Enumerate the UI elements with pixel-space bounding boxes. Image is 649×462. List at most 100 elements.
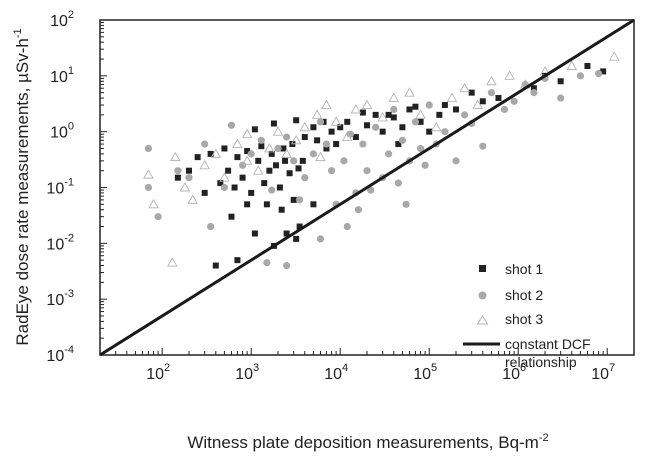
- shot-2-point: [363, 167, 371, 175]
- shot-1-point: [248, 189, 255, 196]
- shot-2-point: [301, 174, 309, 182]
- y-axis-label: RadEye dose rate measurements, µSv-h-1: [12, 28, 32, 345]
- x-tick-label-exponent: 5: [431, 362, 437, 374]
- shot-1-point: [333, 141, 340, 148]
- shot-1-point: [379, 128, 386, 135]
- x-tick-label-base: 10: [591, 366, 609, 383]
- y-tick-label-exponent: 2: [68, 9, 74, 21]
- legend-marker-shot-1: [479, 265, 486, 272]
- shot-1-point: [453, 106, 459, 113]
- shot-1-point: [310, 124, 317, 131]
- shot-1-point: [268, 150, 275, 157]
- shot-1-point: [255, 157, 262, 164]
- shot-1-point: [244, 148, 251, 155]
- shot-2-point: [530, 89, 538, 97]
- shot-2-point: [316, 235, 325, 243]
- shot-3-point: [388, 92, 400, 103]
- shot-2-point: [421, 161, 429, 169]
- shot-2-point: [394, 179, 402, 187]
- shot-2-point: [154, 213, 162, 221]
- shot-3-point: [566, 60, 578, 70]
- shot-2-point: [309, 150, 318, 158]
- shot-1-point: [299, 157, 306, 164]
- shot-2-point: [201, 140, 209, 148]
- shot-1-point: [212, 262, 219, 269]
- shot-2-point: [390, 105, 398, 114]
- shot-3-point: [241, 128, 253, 139]
- shot-1-point: [406, 106, 413, 113]
- shot-2-point: [385, 150, 393, 158]
- y-tick-label: 101: [50, 65, 74, 86]
- x-tick-label-base: 10: [146, 366, 164, 383]
- shot-3-point: [330, 116, 342, 126]
- data-points: [143, 51, 620, 270]
- shot-1-point: [296, 223, 303, 230]
- shot-2-point: [283, 261, 291, 270]
- shot-2-point: [510, 97, 518, 105]
- x-tick-label: 107: [591, 362, 615, 383]
- y-tick-label-base: 10: [50, 13, 68, 30]
- shot-3-point: [315, 151, 326, 162]
- x-tick-label-exponent: 2: [164, 362, 170, 374]
- shot-1-point: [221, 145, 228, 152]
- legend-label-shot-3: shot 3: [505, 311, 543, 327]
- shot-1-point: [194, 154, 201, 161]
- shot-1-point: [244, 201, 251, 208]
- shot-1-point: [295, 165, 302, 172]
- shot-2-point: [402, 200, 410, 208]
- y-axis-label-exponent: -1: [12, 28, 24, 38]
- shot-3-point: [179, 182, 191, 192]
- shot-2-point: [274, 144, 282, 153]
- shot-1-point: [293, 235, 300, 242]
- legend-marker-shot-2: [478, 291, 487, 300]
- y-tick-label: 102: [50, 9, 74, 30]
- shot-1-point: [426, 128, 433, 135]
- shot-1-point: [385, 111, 392, 118]
- shot-2-point: [372, 123, 380, 131]
- shot-3-point: [169, 151, 181, 162]
- x-axis-label-exponent: -2: [539, 432, 549, 444]
- shot-1-point: [234, 154, 241, 161]
- shot-1-point: [395, 141, 402, 148]
- shot-1-point: [234, 257, 241, 264]
- shot-3-point: [377, 111, 388, 122]
- y-tick-label-base: 10: [46, 348, 64, 365]
- x-tick-label: 104: [324, 362, 348, 383]
- shot-2-point: [367, 186, 375, 194]
- shot-2-point: [461, 111, 469, 119]
- shot-3-point: [608, 51, 620, 61]
- shot-3-point: [272, 126, 284, 136]
- shot-2-point: [322, 140, 331, 148]
- shot-2-point: [346, 130, 354, 138]
- y-axis-label-main: RadEye dose rate measurements, µSv-h: [13, 38, 32, 345]
- shot-1-point: [174, 174, 181, 181]
- shot-1-point: [436, 111, 443, 118]
- shot-3-point: [472, 99, 483, 109]
- shot-1-point: [217, 180, 224, 187]
- shot-1-point: [557, 78, 564, 85]
- x-tick-label-base: 10: [502, 366, 520, 383]
- shot-1-point: [258, 143, 265, 150]
- x-axis-label: Witness plate deposition measurements, B…: [187, 432, 548, 452]
- shot-3-point: [404, 87, 415, 97]
- legend-label-shot-2: shot 2: [505, 287, 543, 303]
- shot-1-point: [293, 117, 300, 124]
- shot-3-point: [199, 159, 210, 170]
- y-tick-label-exponent: 0: [68, 121, 74, 133]
- shot-2-point: [316, 118, 325, 126]
- shot-3-point: [446, 92, 458, 103]
- shot-1-point: [201, 189, 208, 196]
- shot-1-point: [337, 124, 344, 131]
- shot-2-point: [416, 144, 425, 153]
- shot-3-point: [264, 143, 275, 153]
- shot-3-point: [290, 134, 302, 145]
- x-tick-label-exponent: 3: [253, 362, 259, 374]
- shot-2-point: [268, 186, 276, 194]
- shot-1-point: [390, 114, 397, 121]
- y-tick-label: 100: [50, 121, 74, 142]
- constant-dcf-line: [99, 18, 635, 357]
- shot-1-point: [278, 206, 285, 213]
- y-tick-label-exponent: -3: [64, 288, 74, 300]
- shot-1-point: [364, 122, 370, 129]
